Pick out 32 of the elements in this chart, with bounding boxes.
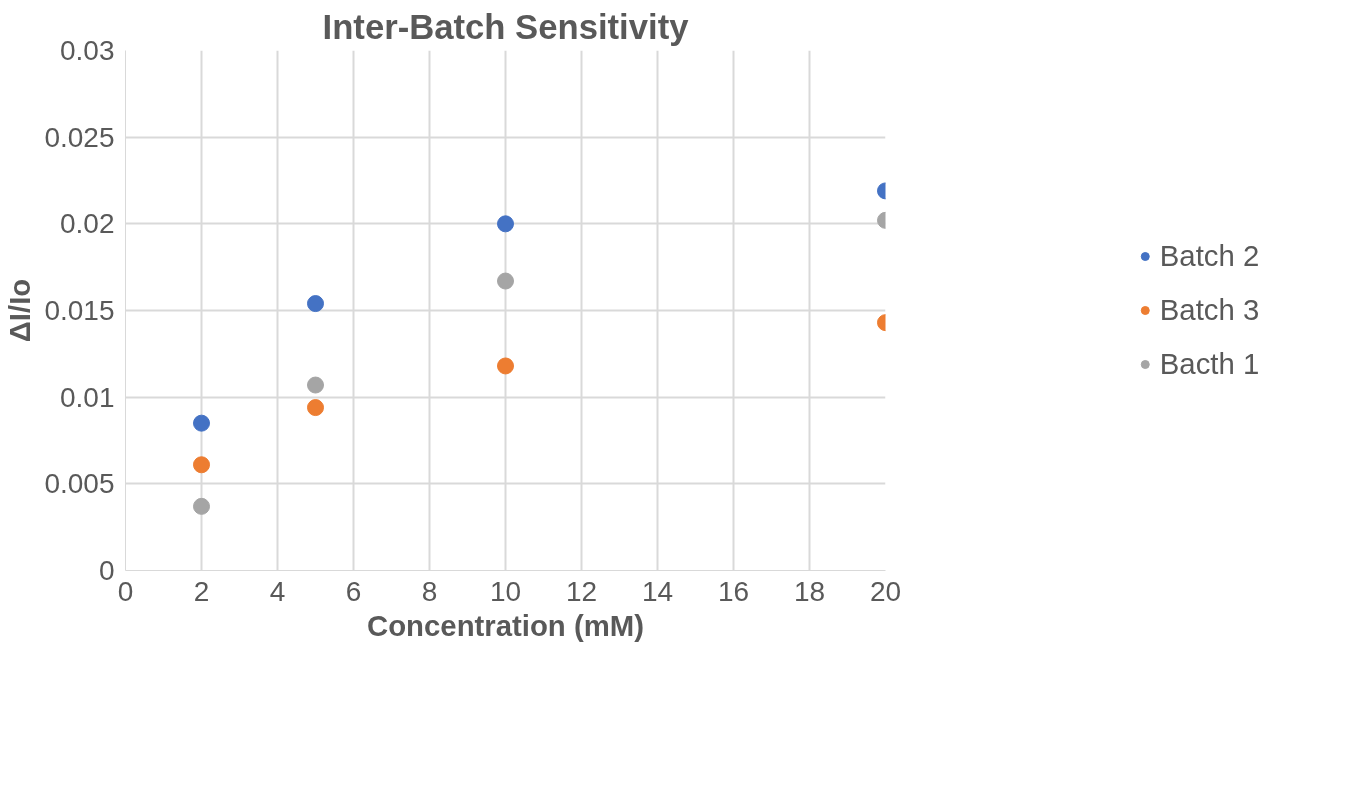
x-axis-title: Concentration (mM) (367, 608, 644, 642)
y-tick-label: 0.025 (44, 121, 115, 153)
legend-label: Batch 3 (1159, 293, 1260, 327)
legend-label: Batch 2 (1159, 239, 1260, 273)
point (193, 497, 210, 515)
chart-title: Inter-Batch Sensitivity (322, 7, 690, 46)
x-tick-label: 6 (345, 575, 362, 607)
y-tick-label: 0.03 (60, 35, 115, 66)
point (307, 376, 324, 394)
point (307, 399, 324, 417)
x-tick-label: 16 (717, 575, 750, 607)
y-tick-label: 0.015 (44, 295, 115, 326)
point (193, 456, 210, 474)
y-axis-title: ΔI/Io (3, 278, 37, 343)
point (193, 414, 210, 432)
x-tick-label: 20 (869, 575, 902, 607)
x-tick-label: 14 (641, 575, 674, 607)
point (497, 215, 514, 233)
x-tick-label: 4 (269, 575, 286, 607)
point (497, 272, 514, 290)
point (497, 357, 514, 375)
point (307, 295, 324, 313)
y-tick-label: 0.02 (60, 208, 115, 240)
legend-label: Bacth 1 (1159, 347, 1260, 381)
x-tick-label: 10 (489, 575, 522, 607)
x-tick-label: 2 (193, 575, 210, 607)
x-tick-label: 18 (793, 575, 826, 607)
y-tick-label: 0.01 (60, 381, 115, 413)
y-tick-label: 0.005 (44, 468, 115, 500)
y-tick-label: 0 (98, 555, 115, 586)
x-tick-label: 12 (565, 575, 598, 607)
x-tick-label: 8 (421, 575, 438, 607)
